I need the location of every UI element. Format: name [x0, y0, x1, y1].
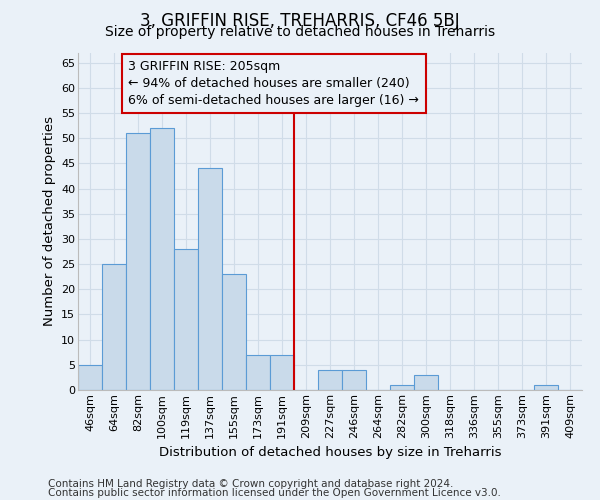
Bar: [126, 133, 150, 390]
Bar: [318, 370, 342, 390]
Bar: [342, 370, 366, 390]
Bar: [390, 385, 414, 390]
Bar: [198, 168, 222, 390]
Text: Size of property relative to detached houses in Treharris: Size of property relative to detached ho…: [105, 25, 495, 39]
Bar: [414, 375, 438, 390]
Bar: [222, 274, 246, 390]
Text: Contains HM Land Registry data © Crown copyright and database right 2024.: Contains HM Land Registry data © Crown c…: [48, 479, 454, 489]
Text: 3, GRIFFIN RISE, TREHARRIS, CF46 5BJ: 3, GRIFFIN RISE, TREHARRIS, CF46 5BJ: [140, 12, 460, 30]
Bar: [174, 249, 198, 390]
Bar: [270, 354, 294, 390]
Bar: [150, 128, 174, 390]
Text: Contains public sector information licensed under the Open Government Licence v3: Contains public sector information licen…: [48, 488, 501, 498]
Bar: [534, 385, 558, 390]
Bar: [246, 354, 270, 390]
Bar: [78, 365, 102, 390]
Text: 3 GRIFFIN RISE: 205sqm
← 94% of detached houses are smaller (240)
6% of semi-det: 3 GRIFFIN RISE: 205sqm ← 94% of detached…: [128, 60, 419, 107]
Y-axis label: Number of detached properties: Number of detached properties: [43, 116, 56, 326]
Bar: [102, 264, 126, 390]
X-axis label: Distribution of detached houses by size in Treharris: Distribution of detached houses by size …: [159, 446, 501, 459]
